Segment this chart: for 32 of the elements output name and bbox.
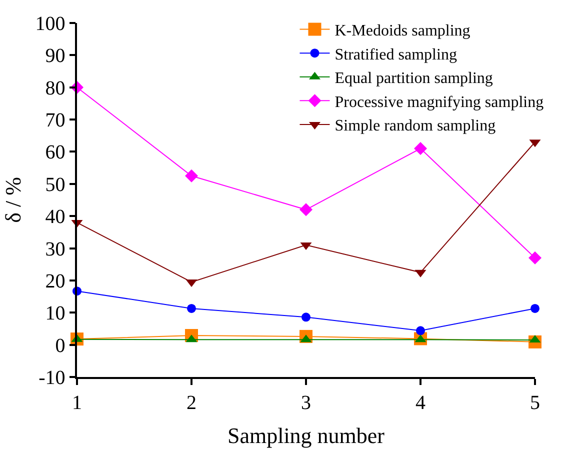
y-tick-label: -10 xyxy=(38,367,66,389)
point xyxy=(416,326,425,336)
point xyxy=(528,251,542,264)
y-tick-label: 0 xyxy=(55,334,66,357)
y-tick-label: 60 xyxy=(45,142,66,164)
legend-label: Equal partition sampling xyxy=(334,70,493,88)
x-axis-title: Sampling number xyxy=(227,423,386,448)
point xyxy=(187,304,196,313)
y-tick-label: 70 xyxy=(45,110,66,132)
x-tick-label: 5 xyxy=(530,392,540,414)
point xyxy=(530,304,540,313)
point xyxy=(185,169,198,182)
legend-label: Processive magnifying sampling xyxy=(334,94,544,111)
y-tick-label: 80 xyxy=(45,77,66,100)
y-tick-label: 40 xyxy=(45,206,66,228)
y-tick-label: 30 xyxy=(45,238,66,260)
x-tick-label: 1 xyxy=(72,392,82,414)
y-tick-label: 20 xyxy=(45,270,66,292)
x-tick-label: 3 xyxy=(301,392,311,414)
y-tick-label: 50 xyxy=(45,174,66,196)
x-tick-label: 2 xyxy=(186,392,196,414)
y-axis-title: δ / % xyxy=(0,177,26,223)
y-tick-label: 100 xyxy=(35,13,66,35)
point xyxy=(302,312,310,322)
y-tick-label: 90 xyxy=(45,45,66,68)
legend-label: Simple random sampling xyxy=(334,118,496,135)
legend-label: K-Medoids sampling xyxy=(334,22,470,40)
point xyxy=(300,203,312,216)
legend-label: Stratified sampling xyxy=(334,46,457,64)
x-tick-label: 4 xyxy=(416,392,426,414)
point xyxy=(414,142,427,156)
y-tick-label: 10 xyxy=(45,302,66,325)
